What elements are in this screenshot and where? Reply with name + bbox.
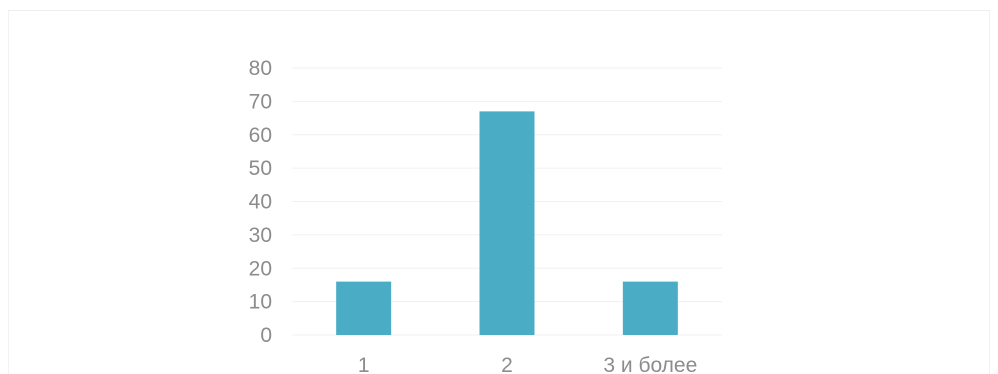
y-tick-label: 80	[249, 57, 272, 80]
y-tick-label: 20	[249, 257, 272, 280]
bar-1	[336, 281, 392, 335]
y-tick-label: 0	[260, 324, 272, 347]
x-tick-label: 3 и более	[603, 354, 697, 374]
y-tick-label: 50	[249, 157, 272, 180]
x-axis-ticks: 1 2 3 и более	[358, 354, 697, 374]
y-tick-label: 70	[249, 90, 272, 113]
x-tick-label: 1	[358, 354, 370, 374]
chart-frame	[8, 10, 990, 374]
bars	[336, 111, 678, 335]
y-tick-label: 40	[249, 191, 272, 214]
bar-3	[622, 281, 678, 335]
y-tick-label: 10	[249, 291, 272, 314]
y-axis-ticks: 0 10 20 30 40 50 60 70 80	[249, 57, 272, 347]
y-tick-label: 60	[249, 124, 272, 147]
x-tick-label: 2	[501, 354, 513, 374]
bar-2	[479, 111, 535, 335]
y-tick-label: 30	[249, 224, 272, 247]
